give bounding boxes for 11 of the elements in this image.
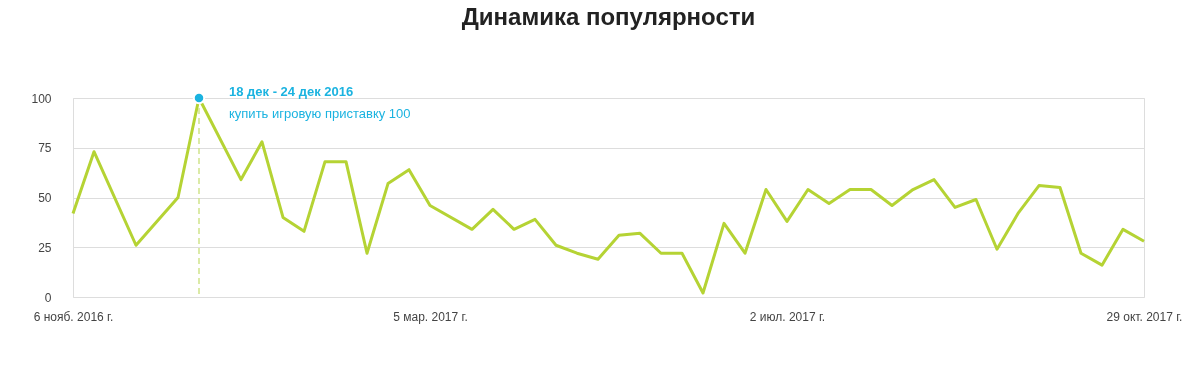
x-tick-label: 2 июл. 2017 г. (749, 309, 826, 324)
annotation: 18 дек - 24 дек 2016 купить игровую приставку 100 (229, 84, 411, 121)
y-tick-label: 0 (44, 290, 52, 305)
chart-title: Динамика популярности (461, 3, 756, 30)
x-tick-label: 6 нояб. 2016 г. (33, 309, 114, 324)
x-tick-label: 5 мар. 2017 г. (393, 309, 468, 324)
y-tick-label: 50 (38, 191, 52, 205)
y-tick-label: 100 (31, 91, 52, 106)
y-tick-label: 75 (38, 141, 52, 156)
x-tick-label: 29 окт. 2017 г. (1106, 309, 1183, 324)
y-tick-label: 25 (38, 240, 52, 255)
